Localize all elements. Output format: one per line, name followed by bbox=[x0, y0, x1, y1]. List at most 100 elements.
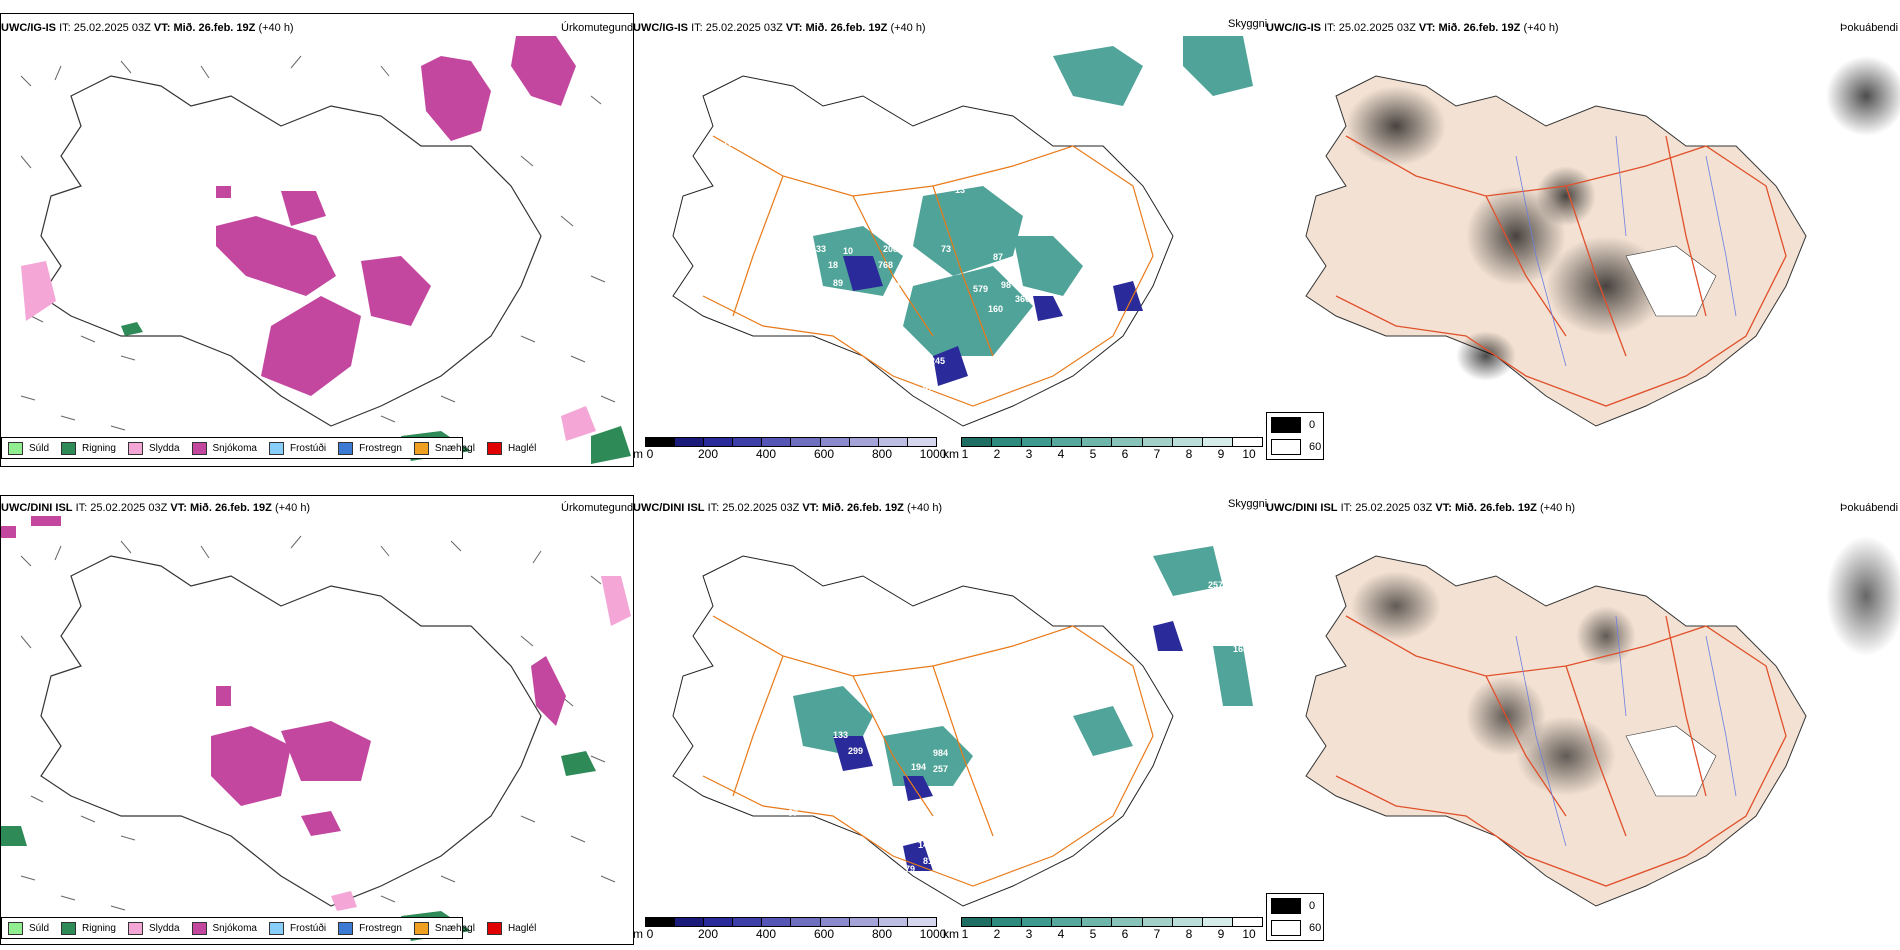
legend-swatch bbox=[8, 921, 23, 935]
ceiling-legend-bottom: m 0 200 400 600 800 1000 bbox=[633, 917, 946, 942]
map-label: 227 bbox=[898, 220, 913, 230]
panel-name-fog-top: Þokuábendi bbox=[1840, 22, 1899, 34]
roads bbox=[702, 615, 1154, 887]
ceiling-tick: 800 bbox=[871, 447, 893, 461]
map-label: 133 bbox=[833, 730, 848, 740]
legend-item: Frostregn bbox=[338, 441, 402, 455]
map-label: 14 bbox=[918, 840, 928, 850]
panel-name-precip-bottom: Úrkomutegund bbox=[561, 502, 634, 514]
legend-item: Slydda bbox=[127, 441, 180, 455]
legend-swatch bbox=[413, 441, 429, 455]
visibility-tick: 2 bbox=[993, 447, 1001, 461]
ceiling-tick: 600 bbox=[813, 927, 835, 941]
ceiling-tick: 600 bbox=[813, 447, 835, 461]
visibility-tick: 4 bbox=[1057, 927, 1065, 941]
visibility-tick: 7 bbox=[1153, 927, 1161, 941]
ceiling-colorbar bbox=[645, 917, 937, 927]
legend-item: Snjókoma bbox=[191, 921, 257, 935]
map-label: 299 bbox=[848, 746, 863, 756]
map-label: 645 bbox=[1173, 690, 1188, 700]
ceiling-tick: 800 bbox=[871, 927, 893, 941]
map-label: 133 bbox=[811, 244, 826, 254]
visibility-tick: 8 bbox=[1185, 927, 1193, 941]
legend-item: Snæhagl bbox=[413, 441, 475, 455]
legend-swatch bbox=[191, 441, 207, 455]
legend-item: Rigning bbox=[61, 921, 116, 935]
map-label: 160 bbox=[988, 304, 1003, 314]
ceiling-areas bbox=[843, 256, 1143, 386]
map-label: 829 bbox=[873, 758, 888, 768]
map-label: 105 bbox=[973, 686, 988, 696]
map-label: 168 bbox=[1233, 644, 1248, 654]
ceiling-tick: 400 bbox=[755, 447, 777, 461]
ceiling-tick: 200 bbox=[697, 447, 719, 461]
fog-map-bottom bbox=[1305, 536, 1900, 907]
visibility-tick: 9 bbox=[1217, 927, 1225, 941]
visibility-unit: km bbox=[943, 927, 959, 941]
map-label: 98 bbox=[1001, 280, 1011, 290]
ceiling-legend-top: m 0 200 400 600 800 1000 bbox=[633, 437, 946, 462]
visibility-tick: 2 bbox=[993, 927, 1001, 941]
legend-item: Haglél bbox=[486, 921, 536, 935]
visibility-tick: 5 bbox=[1089, 447, 1097, 461]
precip-legend-bottom: Súld Rigning Slydda Snjókoma Frostúði Fr… bbox=[1, 917, 536, 939]
sleet-areas bbox=[331, 576, 631, 911]
title-precip-top: UWC/IG-IS IT: 25.02.2025 03Z VT: Mið. 26… bbox=[1, 22, 294, 34]
visibility-unit: km bbox=[943, 447, 959, 461]
legend-swatch bbox=[191, 921, 207, 935]
fog-legend-top: 0 60 bbox=[1266, 412, 1324, 460]
ceiling-tick: 0 bbox=[646, 927, 654, 941]
visibility-tick: 5 bbox=[1089, 927, 1097, 941]
visibility-tick: 6 bbox=[1121, 927, 1129, 941]
visibility-tick: 1 bbox=[961, 927, 969, 941]
map-label: 13 bbox=[955, 185, 965, 195]
rivers bbox=[1515, 135, 1737, 367]
visibility-tick: 3 bbox=[1025, 447, 1033, 461]
visibility-legend-bottom: km 1 2 3 4 5 6 7 8 9 10 bbox=[943, 917, 1263, 942]
visibility-tick: 10 bbox=[1242, 447, 1256, 461]
map-label: 161 bbox=[1233, 628, 1248, 638]
legend-swatch bbox=[338, 921, 354, 935]
sleet-areas bbox=[21, 261, 596, 441]
map-label: 304 bbox=[925, 268, 940, 278]
legend-item: Slydda bbox=[127, 921, 180, 935]
precip-panel-top bbox=[0, 13, 634, 467]
map-label: 73 bbox=[941, 244, 951, 254]
legend-swatch bbox=[8, 441, 23, 455]
fog-swatch-high bbox=[1271, 898, 1301, 914]
precip-map-top bbox=[20, 36, 631, 464]
ceiling-tick: 0 bbox=[646, 447, 654, 461]
map-label: 79 bbox=[905, 864, 915, 874]
ceiling-tick: 1000 bbox=[919, 447, 947, 461]
visibility-tick: 10 bbox=[1242, 927, 1256, 941]
ceiling-tick: 1000 bbox=[919, 927, 947, 941]
precip-panel-bottom bbox=[0, 495, 634, 945]
map-label: 194 bbox=[911, 762, 926, 772]
legend-swatch bbox=[61, 921, 77, 935]
snow-areas bbox=[216, 36, 576, 396]
map-label: 92 bbox=[923, 384, 933, 394]
ceiling-tick: 400 bbox=[755, 927, 777, 941]
rivers bbox=[1515, 615, 1737, 847]
visibility-tick: 1 bbox=[961, 447, 969, 461]
precip-map-bottom bbox=[1, 516, 631, 941]
map-label: 849 bbox=[671, 520, 686, 530]
precip-legend-top: Súld Rigning Slydda Snjókoma Frostúði Fr… bbox=[1, 437, 536, 459]
legend-swatch bbox=[268, 921, 284, 935]
panel-name-precip-top: Úrkomutegund bbox=[561, 22, 634, 34]
legend-item: Frostregn bbox=[338, 921, 402, 935]
legend-swatch bbox=[338, 441, 354, 455]
map-label: 87 bbox=[993, 252, 1003, 262]
visibility-colorbar bbox=[961, 917, 1263, 927]
fog-map-top bbox=[1305, 56, 1900, 427]
map-label: 246 bbox=[1203, 723, 1218, 733]
panel-name-visibility-top: Skyggni bbox=[1228, 18, 1268, 30]
map-label: 360 bbox=[1015, 294, 1030, 304]
title-fog-bottom: UWC/DINI ISL IT: 25.02.2025 03Z VT: Mið.… bbox=[1266, 502, 1576, 514]
map-label: 157 bbox=[905, 370, 920, 380]
visibility-tick: 3 bbox=[1025, 927, 1033, 941]
fog-swatch-high bbox=[1271, 417, 1301, 433]
title-fog-top: UWC/IG-IS IT: 25.02.2025 03Z VT: Mið. 26… bbox=[1266, 22, 1559, 34]
map-label: 257 bbox=[933, 764, 948, 774]
visibility-colorbar bbox=[961, 437, 1263, 447]
